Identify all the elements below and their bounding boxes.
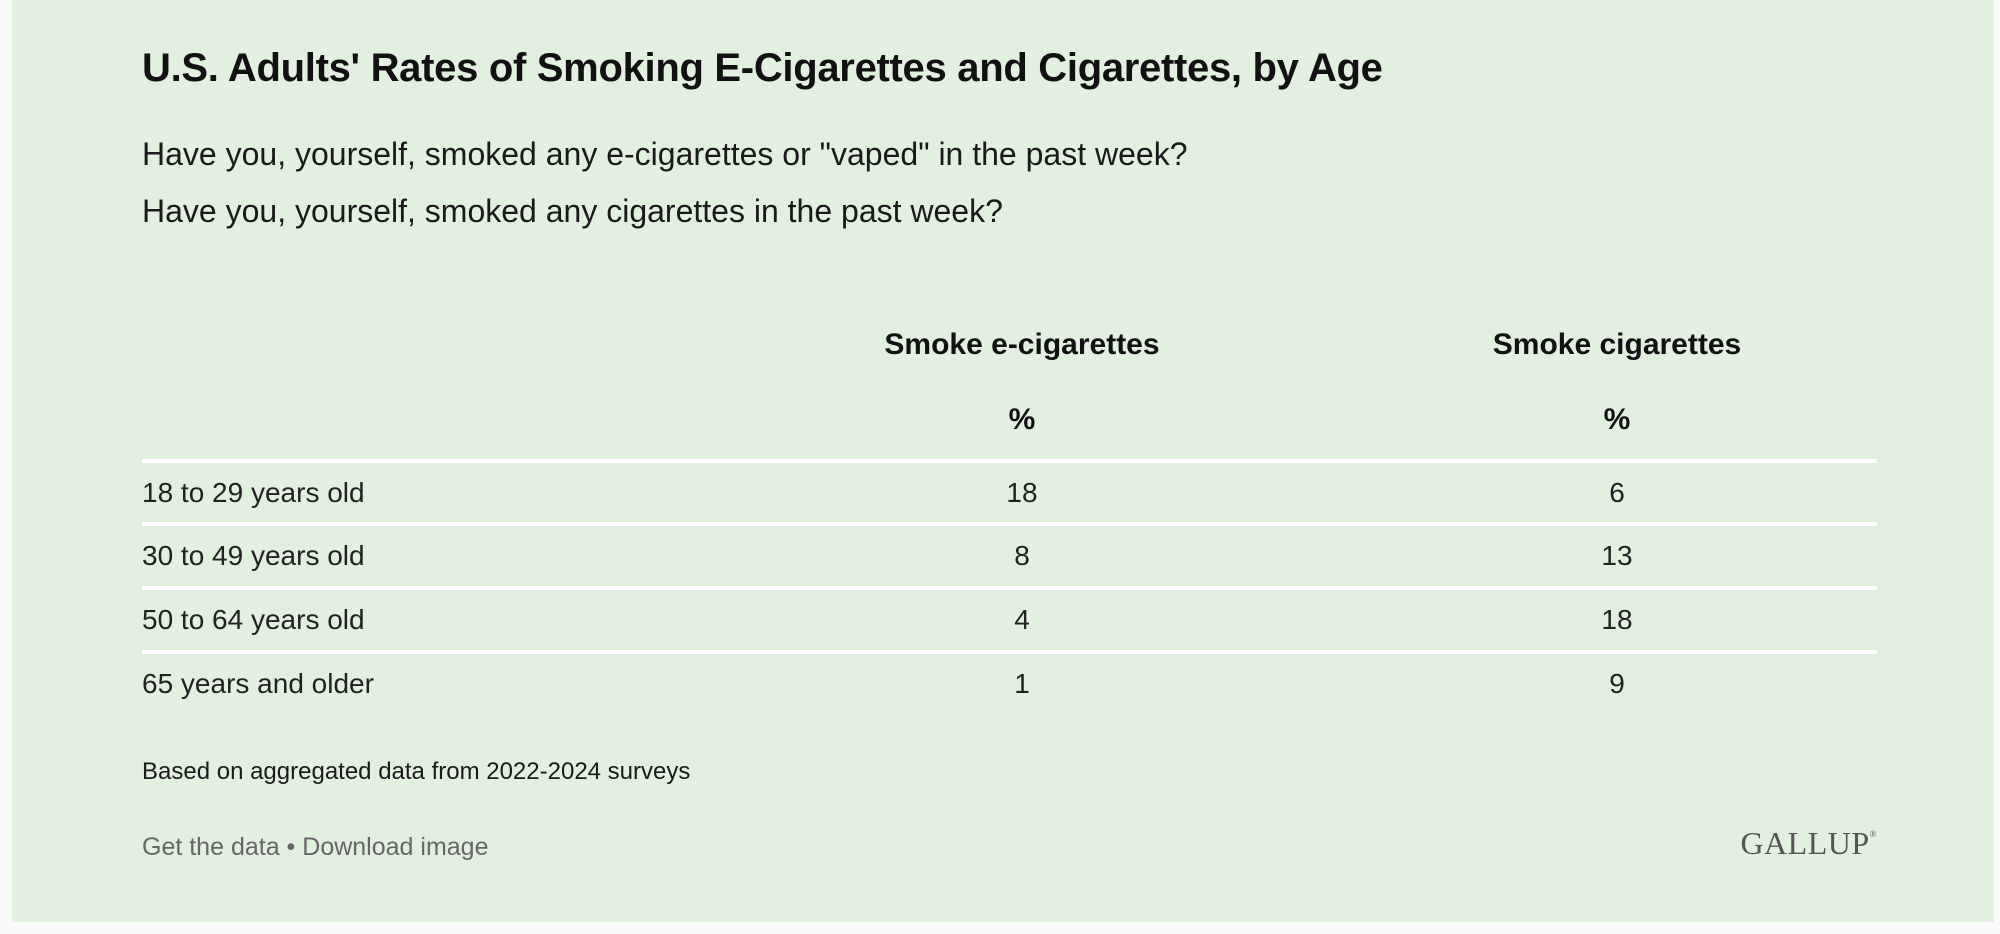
survey-question-1: Have you, yourself, smoked any e-cigaret… <box>142 136 1188 172</box>
column-header-e-cigarettes: Smoke e-cigarettes <box>884 328 1160 361</box>
column-unit-e-cigarettes: % <box>1008 403 1036 436</box>
row-label: 50 to 64 years old <box>142 604 365 635</box>
download-image-link[interactable]: Download image <box>302 833 489 861</box>
table-divider <box>142 459 1877 463</box>
registered-mark-icon: ® <box>1869 829 1877 839</box>
cell-e-cigarettes: 1 <box>1014 668 1030 699</box>
table-divider <box>142 522 1877 526</box>
cell-cigarettes: 9 <box>1609 668 1625 699</box>
logo-text: GALLUP <box>1740 825 1870 861</box>
column-unit-cigarettes: % <box>1603 403 1631 436</box>
table-row: 18 to 29 years old 18 6 <box>142 463 1877 523</box>
footer-links: Get the data • Download image <box>142 833 488 862</box>
gallup-logo: GALLUP® <box>1740 825 1877 862</box>
row-label: 30 to 49 years old <box>142 540 365 571</box>
chart-panel: U.S. Adults' Rates of Smoking E-Cigarett… <box>12 0 1994 922</box>
table-row: 65 years and older 1 9 <box>142 654 1877 714</box>
get-the-data-link[interactable]: Get the data <box>142 833 280 861</box>
cell-cigarettes: 18 <box>1601 604 1633 635</box>
cell-cigarettes: 13 <box>1601 540 1633 571</box>
cell-cigarettes: 6 <box>1609 477 1625 508</box>
cell-e-cigarettes: 8 <box>1014 540 1030 571</box>
survey-question-2: Have you, yourself, smoked any cigarette… <box>142 193 1003 229</box>
source-note: Based on aggregated data from 2022-2024 … <box>142 758 691 785</box>
cell-e-cigarettes: 18 <box>1006 477 1038 508</box>
link-separator: • <box>279 833 303 861</box>
cell-e-cigarettes: 4 <box>1014 604 1030 635</box>
table-row: 30 to 49 years old 8 13 <box>142 526 1877 586</box>
column-header-cigarettes: Smoke cigarettes <box>1492 328 1742 361</box>
table-divider <box>142 650 1877 654</box>
row-label: 18 to 29 years old <box>142 477 365 508</box>
table-row: 50 to 64 years old 4 18 <box>142 590 1877 650</box>
chart-title: U.S. Adults' Rates of Smoking E-Cigarett… <box>142 46 1383 90</box>
row-label: 65 years and older <box>142 668 374 699</box>
table-divider <box>142 586 1877 590</box>
